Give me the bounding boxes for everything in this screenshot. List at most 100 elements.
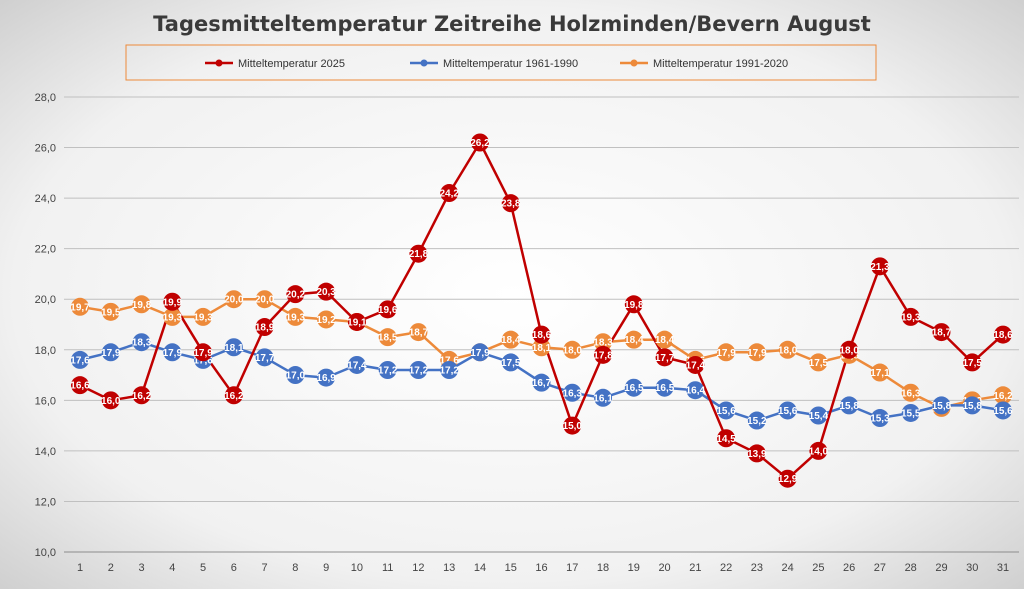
data-point bbox=[870, 363, 889, 382]
data-point bbox=[132, 333, 151, 352]
data-point bbox=[317, 282, 336, 301]
data-label: 17,2 bbox=[409, 366, 429, 377]
legend-swatch-marker bbox=[420, 59, 428, 67]
data-point bbox=[532, 373, 551, 392]
data-label: 15,5 bbox=[901, 408, 921, 419]
data-point bbox=[994, 325, 1012, 344]
data-label: 16,4 bbox=[686, 386, 706, 397]
data-point bbox=[470, 133, 489, 152]
data-label: 18,6 bbox=[993, 330, 1013, 341]
x-tick-label: 30 bbox=[966, 562, 978, 574]
data-point bbox=[163, 343, 182, 362]
x-tick-label: 25 bbox=[812, 562, 824, 574]
data-point bbox=[532, 338, 551, 357]
data-label: 18,9 bbox=[255, 323, 275, 334]
data-point bbox=[655, 378, 674, 397]
data-point bbox=[809, 441, 828, 460]
data-label: 15,8 bbox=[839, 401, 859, 412]
x-tick-label: 11 bbox=[382, 562, 393, 574]
data-label: 18,1 bbox=[532, 343, 552, 354]
data-point bbox=[686, 355, 705, 374]
data-label: 19,2 bbox=[316, 315, 336, 326]
data-point bbox=[563, 340, 582, 359]
data-label: 18,7 bbox=[409, 328, 429, 339]
data-point bbox=[717, 401, 736, 420]
data-label: 16,2 bbox=[132, 391, 152, 402]
data-point bbox=[594, 333, 613, 352]
x-tick-label: 16 bbox=[535, 562, 547, 574]
data-label: 16,9 bbox=[316, 373, 336, 384]
data-point bbox=[563, 416, 582, 435]
data-label: 15,3 bbox=[870, 414, 890, 425]
data-point bbox=[963, 396, 982, 415]
data-point bbox=[809, 353, 828, 372]
y-tick-label: 20,0 bbox=[35, 294, 56, 306]
data-point bbox=[747, 411, 766, 430]
legend-entry: Mitteltemperatur 1991-2020 bbox=[653, 58, 788, 70]
legend-swatch-marker bbox=[630, 59, 638, 67]
x-tick-label: 26 bbox=[843, 562, 855, 574]
data-label: 18,4 bbox=[501, 335, 521, 346]
data-label: 14,5 bbox=[716, 434, 736, 445]
data-point bbox=[747, 444, 766, 463]
x-tick-label: 5 bbox=[200, 562, 206, 574]
data-label: 18,7 bbox=[932, 328, 952, 339]
data-point bbox=[778, 401, 797, 420]
x-tick-label: 31 bbox=[997, 562, 1009, 574]
data-label: 16,5 bbox=[624, 383, 644, 394]
data-point bbox=[501, 353, 520, 372]
data-point bbox=[994, 386, 1012, 405]
data-label: 17,8 bbox=[593, 350, 613, 361]
data-label: 17,9 bbox=[716, 348, 736, 359]
data-label: 16,2 bbox=[993, 391, 1013, 402]
data-label: 17,9 bbox=[163, 348, 183, 359]
data-label: 16,3 bbox=[901, 388, 921, 399]
data-point bbox=[409, 361, 428, 379]
y-axis-ticks: 10,0 12,0 14,0 16,0 18,0 20,0 22,0 24,0 26,0 28,0 bbox=[35, 92, 56, 559]
x-tick-label: 6 bbox=[231, 562, 237, 574]
data-point bbox=[224, 338, 243, 357]
data-point bbox=[101, 302, 120, 321]
data-label: 20,0 bbox=[255, 295, 275, 306]
x-tick-label: 19 bbox=[628, 562, 640, 574]
x-tick-label: 3 bbox=[138, 562, 144, 574]
data-label: 13,9 bbox=[747, 449, 767, 460]
x-tick-label: 29 bbox=[935, 562, 947, 574]
x-tick-label: 14 bbox=[474, 562, 486, 574]
data-label: 20,3 bbox=[316, 287, 336, 298]
data-label: 17,1 bbox=[870, 368, 890, 379]
data-point bbox=[378, 361, 397, 379]
data-point bbox=[840, 396, 859, 415]
data-point bbox=[132, 295, 151, 314]
legend: Mitteltemperatur 2025 Mitteltemperatur 19… bbox=[205, 58, 788, 70]
data-label: 19,3 bbox=[193, 312, 213, 323]
x-tick-label: 18 bbox=[597, 562, 609, 574]
data-point bbox=[101, 391, 120, 410]
data-point bbox=[655, 348, 674, 367]
legend-box bbox=[125, 44, 877, 81]
data-point bbox=[963, 353, 982, 372]
series-markers-1: 17,6 17,9 18,3 17,9 17,6 18,1 17,7 17,0 16,9 17,4… bbox=[70, 333, 1013, 430]
data-label: 12,9 bbox=[778, 474, 798, 485]
data-label: 17,9 bbox=[101, 348, 121, 359]
data-label: 15,6 bbox=[716, 406, 736, 417]
data-point bbox=[901, 307, 920, 326]
data-point bbox=[163, 292, 182, 311]
data-point bbox=[255, 348, 274, 367]
data-point bbox=[163, 307, 182, 326]
x-tick-label: 2 bbox=[108, 562, 114, 574]
data-label: 17,7 bbox=[655, 353, 675, 364]
x-tick-label: 21 bbox=[689, 562, 701, 574]
data-label: 17,6 bbox=[70, 355, 90, 366]
data-point bbox=[532, 325, 551, 344]
data-label: 19,3 bbox=[901, 312, 921, 323]
series-markers-2: 16,6 16,0 16,2 19,9 17,9 16,2 18,9 20,2 20,3 19,1… bbox=[70, 133, 1013, 488]
data-label: 18,0 bbox=[563, 345, 583, 356]
data-point bbox=[317, 368, 336, 387]
data-label: 14,0 bbox=[809, 446, 829, 457]
data-point bbox=[71, 376, 89, 395]
data-label: 16,0 bbox=[101, 396, 121, 407]
data-label: 15,2 bbox=[747, 416, 767, 427]
